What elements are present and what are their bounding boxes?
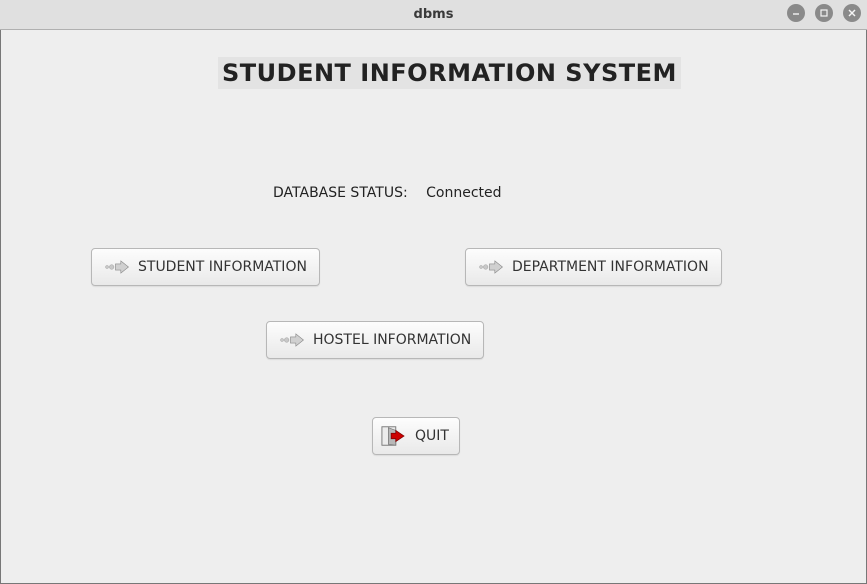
student-information-button[interactable]: STUDENT INFORMATION	[91, 248, 320, 286]
department-information-button[interactable]: DEPARTMENT INFORMATION	[465, 248, 722, 286]
titlebar: dbms	[0, 0, 867, 30]
hostel-information-button[interactable]: HOSTEL INFORMATION	[266, 321, 484, 359]
status-label: DATABASE STATUS:	[273, 185, 408, 201]
minimize-button[interactable]	[787, 4, 805, 22]
quit-label: QUIT	[415, 428, 449, 444]
page-title: STUDENT INFORMATION SYSTEM	[218, 57, 681, 89]
go-next-icon	[279, 330, 305, 350]
window-controls	[787, 4, 861, 22]
status-value: Connected	[426, 185, 501, 201]
close-button[interactable]	[843, 4, 861, 22]
window-title: dbms	[414, 7, 454, 22]
maximize-button[interactable]	[815, 4, 833, 22]
go-next-icon	[478, 257, 504, 277]
hostel-information-label: HOSTEL INFORMATION	[313, 332, 471, 348]
database-status: DATABASE STATUS: Connected	[273, 185, 502, 201]
content-area: STUDENT INFORMATION SYSTEM DATABASE STAT…	[0, 30, 867, 584]
quit-button[interactable]: QUIT	[372, 417, 460, 455]
quit-icon	[379, 424, 407, 448]
student-information-label: STUDENT INFORMATION	[138, 259, 307, 275]
department-information-label: DEPARTMENT INFORMATION	[512, 259, 709, 275]
go-next-icon	[104, 257, 130, 277]
